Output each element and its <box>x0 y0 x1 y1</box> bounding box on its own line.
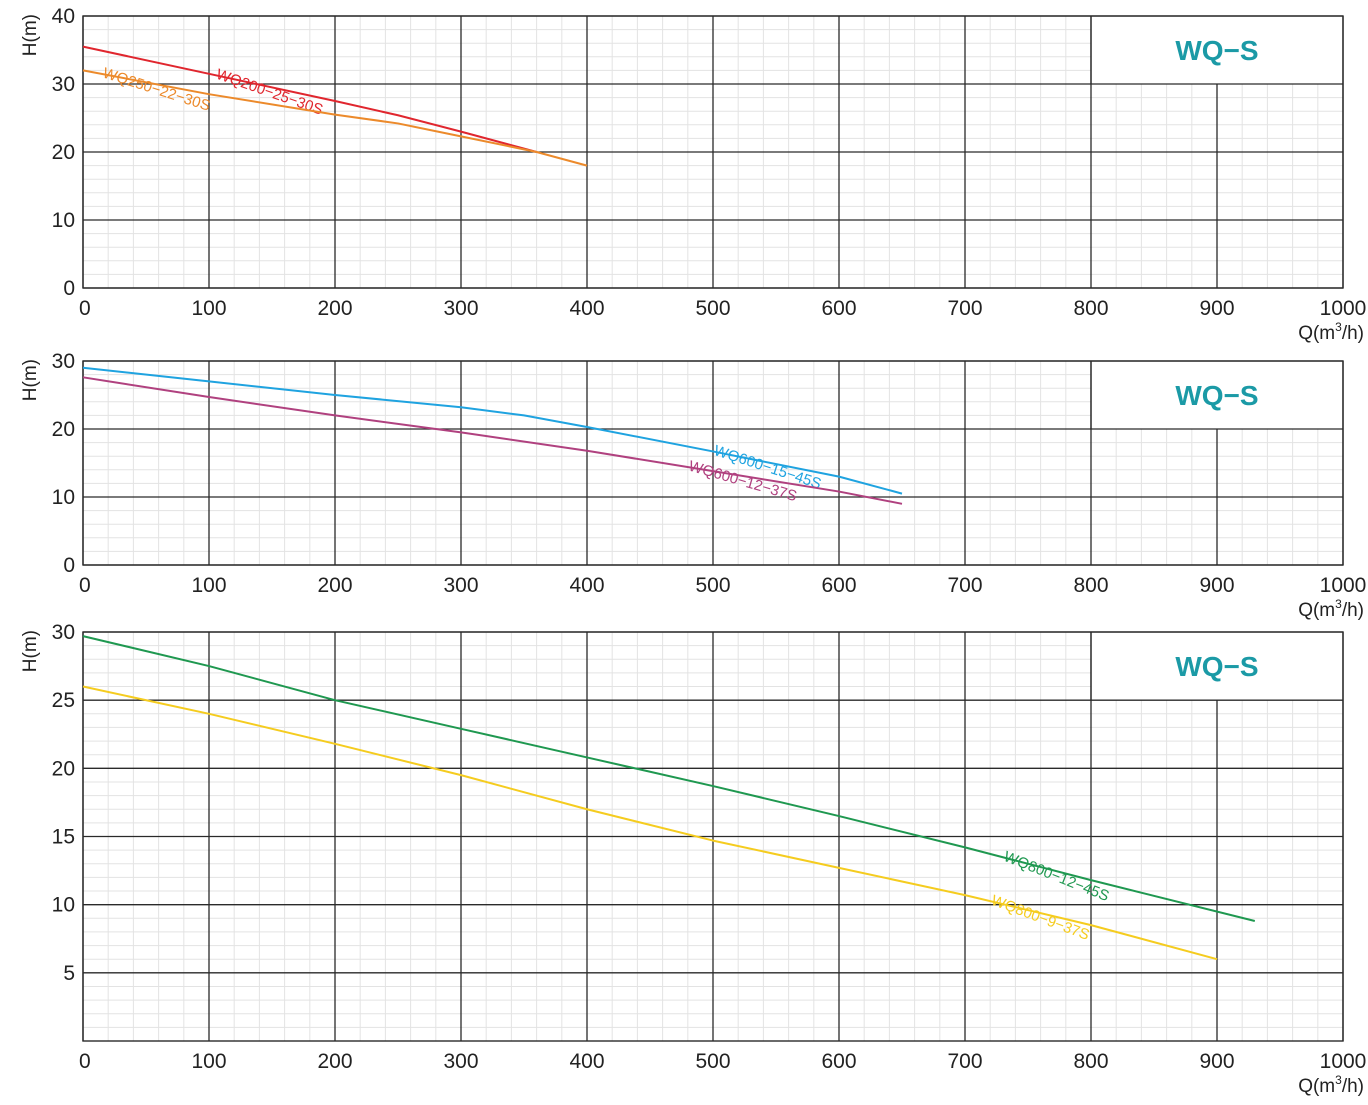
chart-panel-1: WQ−S 0 100 200 300 400 500 600 700 800 900 1000 0 10 2… <box>20 5 1366 344</box>
y-tick-label: 30 <box>52 73 75 96</box>
x-tick-label: 600 <box>821 1050 856 1073</box>
x-tick-label: 0 <box>79 574 91 597</box>
y-tick-label: 0 <box>63 554 75 577</box>
series-badge: WQ−S <box>1175 380 1258 411</box>
x-tick-label: 900 <box>1199 1050 1234 1073</box>
x-tick-label: 900 <box>1199 574 1234 597</box>
x-tick-label: 200 <box>317 574 352 597</box>
y-tick-label: 5 <box>63 962 75 985</box>
series-badge: WQ−S <box>1175 35 1258 66</box>
x-tick-label: 800 <box>1073 297 1108 320</box>
x-tick-label: 1000 <box>1320 1050 1367 1073</box>
x-tick-label: 100 <box>191 574 226 597</box>
chart-panel-3: WQ−S 0 100 200 300 400 500 600 700 800 900 1000 5 10 1… <box>20 621 1366 1097</box>
y-tick-label: 40 <box>52 5 75 28</box>
x-tick-label: 100 <box>191 297 226 320</box>
x-tick-label: 0 <box>79 297 91 320</box>
x-tick-label: 700 <box>947 574 982 597</box>
y-tick-label: 0 <box>63 277 75 300</box>
y-tick-label: 10 <box>52 894 75 917</box>
x-tick-label: 300 <box>443 574 478 597</box>
y-axis-title: H(m) <box>20 359 41 401</box>
x-tick-label: 700 <box>947 297 982 320</box>
series-line-2 <box>82 69 588 167</box>
x-tick-label: 500 <box>695 297 730 320</box>
y-tick-label: 20 <box>52 418 75 441</box>
x-tick-label: 400 <box>569 297 604 320</box>
x-tick-label: 1000 <box>1320 574 1367 597</box>
x-tick-label: 200 <box>317 1050 352 1073</box>
x-tick-label: 400 <box>569 1050 604 1073</box>
series-line-1 <box>82 635 1256 922</box>
badge-cell <box>1091 361 1343 429</box>
series-line-1 <box>82 366 903 495</box>
chart-panel-2: WQ−S 0 100 200 300 400 500 600 700 800 900 1000 0 10 2… <box>20 350 1366 621</box>
x-tick-label: 300 <box>443 1050 478 1073</box>
y-tick-label: 30 <box>52 621 75 644</box>
series-line-1 <box>82 45 537 153</box>
y-axis-title: H(m) <box>20 14 41 56</box>
series-line-2 <box>82 685 1218 961</box>
x-tick-label: 400 <box>569 574 604 597</box>
badge-cell <box>1091 16 1343 84</box>
y-tick-label: 20 <box>52 757 75 780</box>
y-tick-label: 20 <box>52 141 75 164</box>
y-tick-label: 15 <box>52 826 75 849</box>
x-tick-label: 800 <box>1073 574 1108 597</box>
x-tick-label: 800 <box>1073 1050 1108 1073</box>
x-tick-label: 500 <box>695 574 730 597</box>
x-tick-label: 100 <box>191 1050 226 1073</box>
x-tick-label: 500 <box>695 1050 730 1073</box>
y-tick-label: 25 <box>52 689 75 712</box>
x-axis-title: Q(m3/h) <box>1298 320 1364 344</box>
x-tick-label: 200 <box>317 297 352 320</box>
y-tick-label: 10 <box>52 209 75 232</box>
x-tick-label: 0 <box>79 1050 91 1073</box>
x-tick-label: 300 <box>443 297 478 320</box>
x-axis-title: Q(m3/h) <box>1298 1073 1364 1097</box>
y-tick-label: 30 <box>52 350 75 373</box>
badge-cell <box>1091 632 1343 701</box>
x-tick-label: 600 <box>821 297 856 320</box>
y-tick-label: 10 <box>52 486 75 509</box>
x-tick-label: 900 <box>1199 297 1234 320</box>
series-badge: WQ−S <box>1175 651 1258 682</box>
x-tick-label: 1000 <box>1320 297 1367 320</box>
plot-frame <box>82 360 1344 566</box>
y-axis-title: H(m) <box>20 630 41 672</box>
x-tick-label: 600 <box>821 574 856 597</box>
x-tick-label: 700 <box>947 1050 982 1073</box>
x-axis-title: Q(m3/h) <box>1298 597 1364 621</box>
plot-frame <box>82 15 1344 289</box>
plot-frame <box>82 631 1344 1042</box>
series-line-2 <box>82 376 903 505</box>
